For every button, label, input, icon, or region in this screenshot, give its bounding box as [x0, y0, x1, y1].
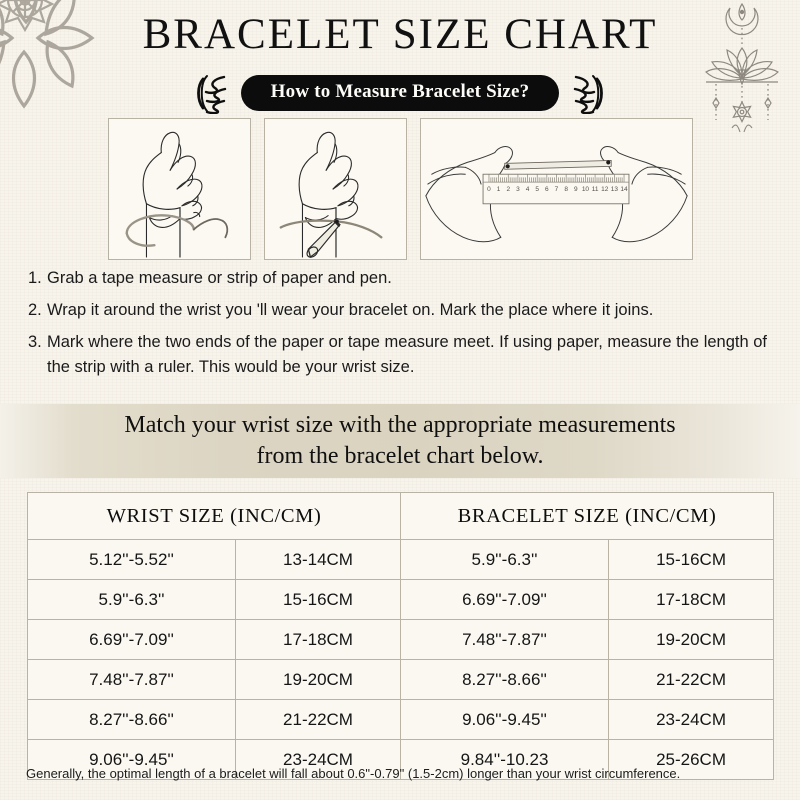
hand-marking-tape-with-pen-illustration — [263, 118, 407, 260]
ruler-tick-label: 9 — [573, 186, 577, 193]
table-cell: 17-18CM — [234, 619, 402, 660]
table-cell: 7.48''-7.87'' — [27, 659, 236, 700]
table-cell: 21-22CM — [608, 659, 775, 700]
subtitle-pill: How to Measure Bracelet Size? — [240, 74, 560, 112]
lotus-crescent-moon-icon — [694, 2, 790, 134]
table-cell: 5.12''-5.52'' — [27, 539, 236, 580]
two-hands-measuring-strip-with-ruler-illustration: 0 1 2 3 4 5 6 7 8 9 10 11 12 13 14 — [419, 118, 693, 260]
table-header-row: WRIST SIZE (INC/CM) BRACELET SIZE (INC/C… — [26, 492, 775, 540]
page-title: BRACELET SIZE CHART — [142, 11, 658, 58]
table-row: 7.48''-7.87'' 19-20CM 8.27''-8.66'' 21-22CM — [27, 659, 775, 700]
footer-note: Generally, the optimal length of a brace… — [26, 766, 681, 781]
list-item: 2. Wrap it around the wrist you 'll wear… — [28, 298, 778, 323]
step-text: Mark where the two ends of the paper or … — [47, 333, 767, 377]
table-cell: 5.9''-6.3'' — [400, 539, 610, 580]
ruler-tick-label: 10 — [581, 186, 589, 193]
step-number: 3. — [28, 333, 42, 352]
ruler-tick-label: 2 — [506, 186, 510, 193]
step-number: 1. — [28, 269, 42, 287]
ruler-tick-label: 5 — [535, 186, 539, 193]
table-cell: 13-14CM — [234, 539, 402, 580]
column-header-wrist-size: WRIST SIZE (INC/CM) — [26, 492, 402, 540]
table-cell: 23-24CM — [234, 739, 402, 780]
bracelet-size-table: WRIST SIZE (INC/CM) BRACELET SIZE (INC/C… — [26, 492, 775, 780]
page-title-wrapper: BRACELET SIZE CHART — [0, 13, 800, 56]
ruler-tick-label: 0 — [487, 186, 491, 193]
list-item: 3. Mark where the two ends of the paper … — [28, 330, 778, 380]
illustration-panels: 0 1 2 3 4 5 6 7 8 9 10 11 12 13 14 — [0, 118, 800, 260]
table-cell: 7.48''-7.87'' — [400, 619, 610, 660]
scroll-flourish-right-icon — [570, 72, 606, 115]
table-cell: 8.27''-8.66'' — [400, 659, 610, 700]
ruler-tick-label: 7 — [554, 186, 558, 193]
table-row: 6.69''-7.09'' 17-18CM 7.48''-7.87'' 19-20CM — [27, 619, 775, 660]
step-text: Grab a tape measure or strip of paper an… — [47, 269, 392, 287]
table-cell: 25-26CM — [608, 739, 775, 780]
table-cell: 9.06''-9.45'' — [27, 739, 236, 780]
ruler-tick-label: 14 — [620, 186, 628, 193]
table-cell: 15-16CM — [234, 579, 402, 620]
table-cell: 6.69''-7.09'' — [400, 579, 610, 620]
table-cell: 19-20CM — [234, 659, 402, 700]
table-cell: 5.9''-6.3'' — [27, 579, 236, 620]
table-cell: 9.06''-9.45'' — [400, 699, 610, 740]
ruler-tick-label: 6 — [545, 186, 549, 193]
ruler-tick-label: 1 — [496, 186, 500, 193]
table-row: 8.27''-8.66'' 21-22CM 9.06''-9.45'' 23-24CM — [27, 699, 775, 740]
hand-with-tape-measure-illustration — [107, 118, 251, 260]
table-row: 9.06''-9.45'' 23-24CM 9.84''-10.23 25-26CM — [27, 739, 775, 780]
match-instruction-line-2: from the bracelet chart below. — [256, 443, 544, 469]
table-row: 5.9''-6.3'' 15-16CM 6.69''-7.09'' 17-18CM — [27, 579, 775, 620]
step-number: 2. — [28, 301, 42, 320]
ruler-tick-label: 8 — [564, 186, 568, 193]
scroll-flourish-left-icon — [194, 72, 230, 115]
ruler-tick-label: 11 — [591, 186, 598, 193]
mandala-flower-icon — [0, 0, 124, 130]
column-header-bracelet-size: BRACELET SIZE (INC/CM) — [400, 492, 775, 540]
table-cell: 8.27''-8.66'' — [27, 699, 236, 740]
measurement-steps-list: 1. Grab a tape measure or strip of paper… — [28, 266, 778, 387]
ruler-tick-label: 12 — [601, 186, 609, 193]
list-item: 1. Grab a tape measure or strip of paper… — [28, 266, 778, 291]
match-instruction-band: Match your wrist size with the appropria… — [0, 404, 800, 478]
table-cell: 17-18CM — [608, 579, 775, 620]
ruler-tick-label: 4 — [525, 186, 529, 193]
table-cell: 23-24CM — [608, 699, 775, 740]
ruler-tick-label: 3 — [516, 186, 520, 193]
ruler-tick-label: 13 — [610, 186, 618, 193]
table-cell: 6.69''-7.09'' — [27, 619, 236, 660]
table-cell: 9.84''-10.23 — [400, 739, 610, 780]
table-cell: 19-20CM — [608, 619, 775, 660]
table-cell: 21-22CM — [234, 699, 402, 740]
match-instruction-line-1: Match your wrist size with the appropria… — [124, 412, 676, 439]
table-row: 5.12''-5.52'' 13-14CM 5.9''-6.3'' 15-16CM — [27, 539, 775, 580]
step-text: Wrap it around the wrist you 'll wear yo… — [47, 301, 654, 320]
table-cell: 15-16CM — [608, 539, 775, 580]
subtitle-row: How to Measure Bracelet Size? — [0, 72, 800, 115]
